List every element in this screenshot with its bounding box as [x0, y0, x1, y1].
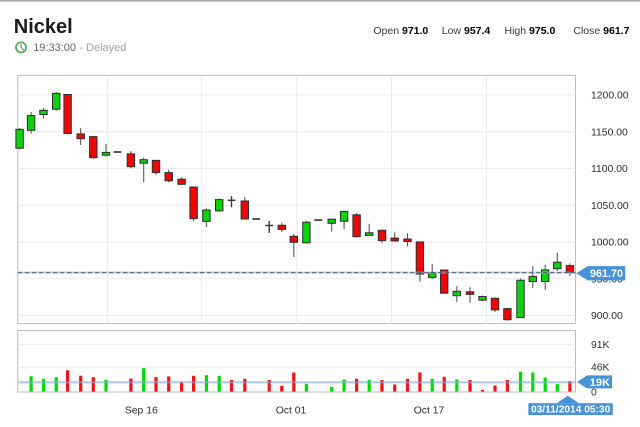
svg-text:1100.00: 1100.00: [591, 164, 628, 175]
svg-text:- Delayed: - Delayed: [79, 42, 126, 54]
svg-text:961.70: 961.70: [590, 268, 623, 280]
svg-text:900.00: 900.00: [591, 311, 623, 322]
svg-text:Low 957.4: Low 957.4: [442, 25, 491, 37]
svg-text:1050.00: 1050.00: [591, 201, 629, 212]
svg-text:0: 0: [591, 388, 597, 399]
svg-text:High 975.0: High 975.0: [505, 25, 556, 37]
svg-text:46K: 46K: [591, 363, 610, 374]
svg-text:Oct 01: Oct 01: [276, 406, 307, 417]
svg-text:91K: 91K: [591, 340, 610, 351]
svg-text:19K: 19K: [590, 377, 610, 389]
svg-text:1200.00: 1200.00: [591, 91, 629, 102]
svg-text:19:33:00: 19:33:00: [33, 42, 76, 54]
svg-text:Close 961.7: Close 961.7: [573, 25, 629, 37]
svg-text:Sep 16: Sep 16: [125, 406, 158, 417]
svg-text:Nickel: Nickel: [14, 16, 73, 38]
svg-text:1000.00: 1000.00: [591, 238, 629, 249]
svg-text:1150.00: 1150.00: [591, 127, 628, 138]
svg-text:Oct 17: Oct 17: [414, 406, 445, 417]
svg-text:03/11/2014 05:30: 03/11/2014 05:30: [531, 404, 611, 415]
svg-text:Open 971.0: Open 971.0: [373, 25, 428, 37]
